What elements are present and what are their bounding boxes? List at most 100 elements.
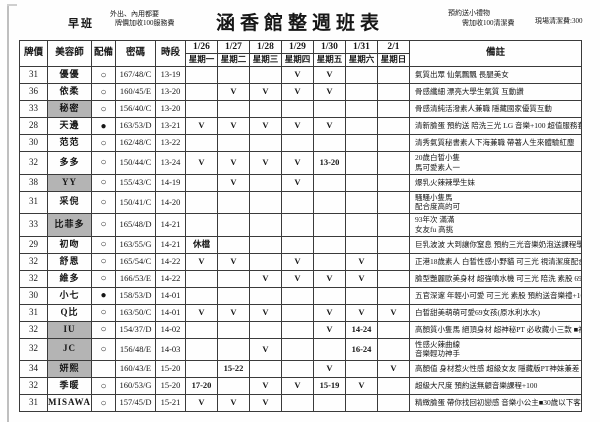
cell-day-1/26: [185, 320, 218, 339]
cell-code: 155/43/C: [115, 173, 156, 192]
cell-day-1/28: [249, 173, 282, 192]
cell-code: 150/44/C: [115, 151, 156, 175]
remark-line2: 配合度高的可: [415, 202, 460, 212]
cell-remark: 臉型艷麗歐美身材 超強噴水機 可三光 陪洗 素股 69 毒龍: [409, 269, 582, 288]
cell-remark: 骨感纖細 漂亮大學生氣質 互動讚: [409, 83, 582, 101]
cell-code: 156/40/C: [115, 100, 156, 118]
cell-day-1/30: V: [313, 303, 346, 322]
cell-day-1/26: [185, 360, 218, 378]
cell-remark: 20歲白皙小隻 馬可愛素人一: [409, 151, 582, 175]
cell-day-1/27: V: [217, 252, 250, 271]
cell-day-1/26: V: [185, 303, 218, 322]
cell-day-1/29: V: [281, 377, 314, 395]
cell-time-slot: 14-03: [155, 337, 186, 361]
cell-code: 162/48/C: [115, 134, 156, 152]
schedule-row-MISAWA: 31 MISAWA ○ 157/45/D 15-21 V V V 精緻臉蛋 帶你找回初戀感 音樂…: [19, 394, 582, 412]
cell-time-slot: 14-21: [155, 213, 186, 237]
cell-equipment-circle: ○: [91, 337, 116, 361]
cell-remark: 高顏質小隻馬 絕頂身材 超神秘PT 必收藏小三款 ■視訊/語音: [409, 320, 582, 339]
cell-day-1/27: V: [217, 303, 250, 322]
day-header-weekday-1/31: 星期六: [345, 53, 378, 67]
cell-day-1/30: V: [313, 83, 346, 101]
cell-day-1/26: V: [185, 394, 218, 412]
cell-day-1/30: V: [313, 117, 346, 135]
cell-equipment-circle: ○: [91, 66, 116, 84]
cell-remark: 清秀氣質秘書素人下海兼職 帶著人生來體驗紅塵: [409, 134, 582, 152]
cell-equipment-circle: ○: [91, 173, 116, 192]
cell-day-1/28: V: [249, 377, 282, 395]
cell-day-1/31: [345, 151, 378, 175]
cell-time-slot: 14-01: [155, 303, 186, 322]
header-note-left-line1: 外出、內用都要: [110, 10, 159, 18]
cell-time-slot: 15-20: [155, 377, 186, 395]
cell-day-1/28: [249, 286, 282, 305]
cell-day-1/31: [345, 286, 378, 305]
remark-line2: 音樂輕功神手: [415, 349, 460, 359]
cell-equipment-circle: ●: [91, 117, 116, 135]
cell-beautician-name: MISAWA: [47, 394, 92, 412]
cell-time-slot: 13-20: [155, 100, 186, 118]
cell-day-1/29: V: [281, 173, 314, 192]
cell-day-1/29: [281, 394, 314, 412]
cell-equipment-circle: ○: [91, 320, 116, 339]
cell-day-1/27: [217, 100, 250, 118]
cell-remark: 清新臉蛋 預約送 陪洗三光 LG 音樂+100 超值服務套餐5200: [409, 117, 582, 135]
schedule-row-比菲多: 33 比菲多 ○ 165/48/D 14-21 93年次 滿滿 女友fu 高挑: [19, 213, 582, 237]
schedule-row-秘密: 33 秘密 ○ 156/40/C 13-20 骨感清純活潑素人兼職 隱藏國家優質互動: [19, 100, 582, 118]
header-note-far-right: 現場清潔費:300: [535, 17, 583, 25]
cell-day-1/28: [249, 252, 282, 271]
cell-day-2/1: [377, 151, 410, 175]
cell-day-2/1: [377, 100, 410, 118]
cell-remark: 巨乳波波 大到讓你窒息 預約三光音樂奶泡送課程學費+100: [409, 235, 582, 254]
cell-beautician-name: IU: [47, 320, 92, 339]
cell-equipment-circle: ○: [91, 235, 116, 254]
cell-day-1/29: [281, 303, 314, 322]
cell-day-1/31: V: [345, 377, 378, 395]
cell-price: 38: [19, 173, 48, 192]
remark-line1: 93年次 滿滿: [415, 215, 455, 224]
cell-day-1/30: V: [313, 269, 346, 288]
cell-day-1/26: V: [185, 117, 218, 135]
cell-day-1/28: [249, 190, 282, 214]
cell-day-1/28: V: [249, 303, 282, 322]
remark-line1: 清秀氣質秘書素人下海兼職 帶著人生來體驗紅塵: [415, 138, 575, 148]
cell-day-1/26: [185, 269, 218, 288]
cell-beautician-name: 采倪: [47, 190, 92, 214]
schedule-row-天邊: 28 天邊 ● 163/53/D 13-21 V V V V V 清新臉蛋 預約送 陪洗三光 LG …: [19, 117, 582, 135]
page-left-edge: [7, 5, 9, 422]
cell-code: 163/55/G: [115, 235, 156, 254]
cell-day-1/27: [217, 235, 250, 254]
page-top-edge: [7, 4, 17, 6]
cell-day-2/1: [377, 213, 410, 237]
cell-remark: 精緻臉蛋 帶你找回初戀感 音樂小公主■30歲以下客人: [409, 394, 582, 412]
cell-price: 32: [19, 320, 48, 339]
cell-day-2/1: [377, 377, 410, 395]
cell-day-1/31: [345, 360, 378, 378]
cell-code: 157/45/D: [115, 394, 156, 412]
day-header-weekday-1/30: 星期五: [313, 53, 346, 67]
cell-day-1/27: [217, 190, 250, 214]
cell-code: 154/37/D: [115, 320, 156, 339]
schedule-row-維多: 32 維多 ○ 166/53/E 14-22 V V V V 臉型艷麗歐美身材 超強噴水機 可三光…: [19, 269, 582, 288]
cell-remark: 爆乳火辣辣學生妹: [409, 173, 582, 192]
cell-day-2/1: [377, 286, 410, 305]
cell-day-1/31: [345, 134, 378, 152]
cell-time-slot: 14-02: [155, 320, 186, 339]
cell-day-1/30: [313, 213, 346, 237]
cell-day-1/27: [217, 134, 250, 152]
shift-label: 早班: [68, 18, 94, 30]
cell-day-1/30: V: [313, 320, 346, 339]
cell-day-1/30: V: [313, 66, 346, 84]
cell-code: 165/48/D: [115, 213, 156, 237]
remark-line1: 臉型艷麗歐美身材 超強噴水機 可三光 陪洗 素股 69 毒龍: [415, 273, 582, 283]
day-header-date-2/1: 2/1: [377, 40, 410, 54]
cell-equipment-circle: ○: [91, 269, 116, 288]
schedule-row-多多: 32 多多 ○ 150/44/C 13-24 V V V V 13-20 20歲白皙小隻 馬可愛素人一: [19, 151, 582, 175]
cell-equipment-circle: ○: [91, 394, 116, 412]
schedule-table: 牌價 美容師 配備 密碼 時段 1/26 1/27 1/28 1/29 1/30 1/31 2/1 備註…: [19, 40, 582, 412]
col-header-remark: 備註: [409, 40, 582, 67]
remark-line1: 騷騷小隻馬: [415, 192, 453, 202]
cell-time-slot: 13-20: [155, 83, 186, 101]
cell-day-1/28: [249, 360, 282, 378]
